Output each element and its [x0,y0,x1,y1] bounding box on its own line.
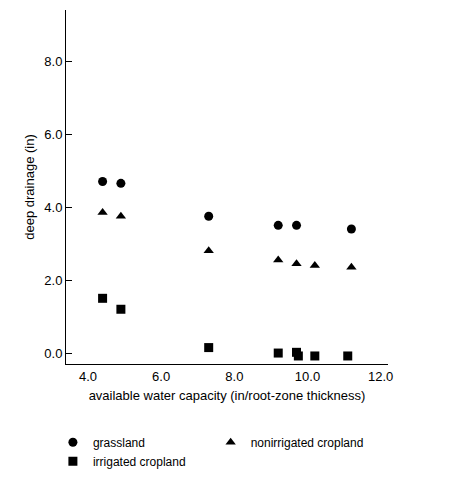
svg-text:4.0: 4.0 [44,200,62,215]
svg-text:irrigated cropland: irrigated cropland [93,455,186,469]
svg-text:8.0: 8.0 [44,54,62,69]
svg-text:10.0: 10.0 [295,369,320,384]
svg-text:nonirrigated cropland: nonirrigated cropland [251,436,364,450]
svg-text:2.0: 2.0 [44,273,62,288]
svg-text:12.0: 12.0 [368,369,393,384]
svg-text:6.0: 6.0 [44,127,62,142]
svg-text:deep drainage (in): deep drainage (in) [22,134,37,240]
svg-text:grassland: grassland [93,436,145,450]
svg-text:0.0: 0.0 [44,346,62,361]
svg-text:8.0: 8.0 [225,369,243,384]
svg-text:4.0: 4.0 [79,369,97,384]
svg-text:6.0: 6.0 [152,369,170,384]
svg-text:available water capacity (in/r: available water capacity (in/root-zone t… [89,388,366,403]
